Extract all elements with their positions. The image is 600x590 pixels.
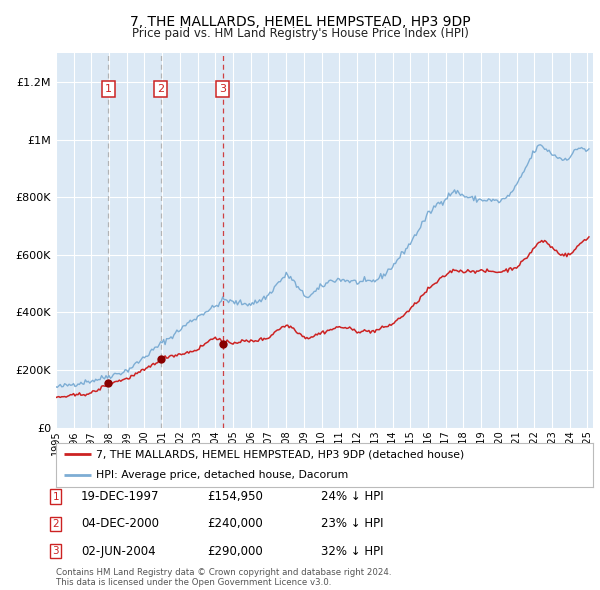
Text: 3: 3 <box>52 546 59 556</box>
Text: Contains HM Land Registry data © Crown copyright and database right 2024.
This d: Contains HM Land Registry data © Crown c… <box>56 568 391 587</box>
Text: 24% ↓ HPI: 24% ↓ HPI <box>321 490 383 503</box>
Text: 3: 3 <box>219 84 226 94</box>
Text: 2: 2 <box>52 519 59 529</box>
Text: £240,000: £240,000 <box>207 517 263 530</box>
Text: 2: 2 <box>157 84 164 94</box>
Text: 7, THE MALLARDS, HEMEL HEMPSTEAD, HP3 9DP (detached house): 7, THE MALLARDS, HEMEL HEMPSTEAD, HP3 9D… <box>96 450 464 460</box>
Text: 19-DEC-1997: 19-DEC-1997 <box>81 490 160 503</box>
Text: 04-DEC-2000: 04-DEC-2000 <box>81 517 159 530</box>
Text: HPI: Average price, detached house, Dacorum: HPI: Average price, detached house, Daco… <box>96 470 349 480</box>
Text: Price paid vs. HM Land Registry's House Price Index (HPI): Price paid vs. HM Land Registry's House … <box>131 27 469 40</box>
Text: 1: 1 <box>52 492 59 502</box>
Text: £290,000: £290,000 <box>207 545 263 558</box>
Text: 23% ↓ HPI: 23% ↓ HPI <box>321 517 383 530</box>
Text: 1: 1 <box>105 84 112 94</box>
Text: 02-JUN-2004: 02-JUN-2004 <box>81 545 155 558</box>
Text: £154,950: £154,950 <box>207 490 263 503</box>
Text: 7, THE MALLARDS, HEMEL HEMPSTEAD, HP3 9DP: 7, THE MALLARDS, HEMEL HEMPSTEAD, HP3 9D… <box>130 15 470 29</box>
Text: 32% ↓ HPI: 32% ↓ HPI <box>321 545 383 558</box>
